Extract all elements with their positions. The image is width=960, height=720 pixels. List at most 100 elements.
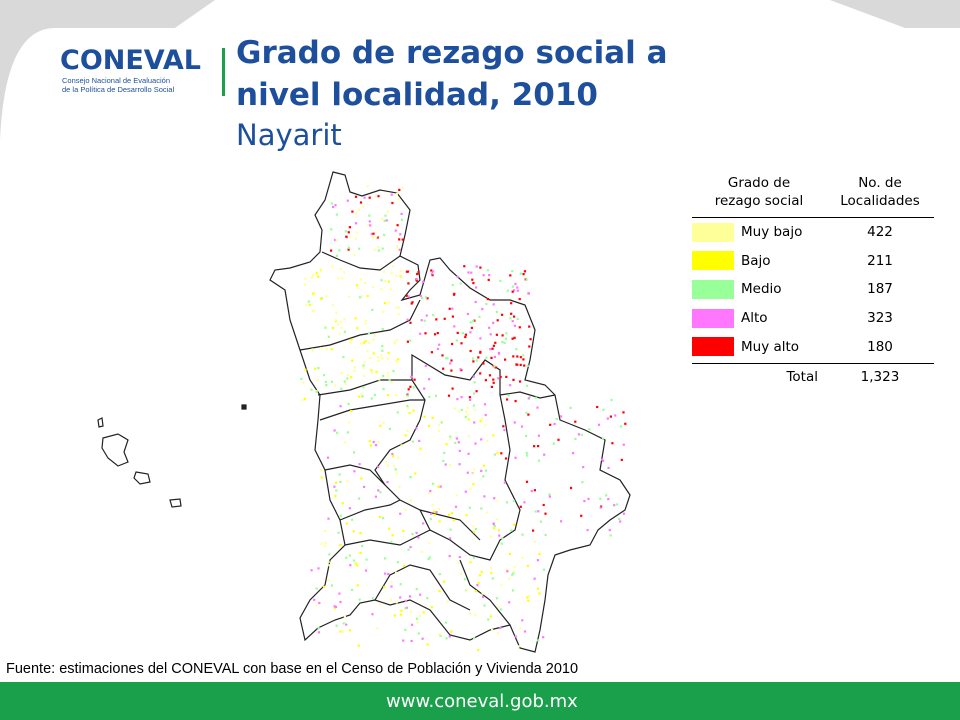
localidad-dot	[423, 387, 426, 390]
localidad-dot	[516, 355, 519, 358]
localidad-dot	[364, 319, 368, 322]
localidad-dot	[484, 413, 487, 417]
localidad-dot	[344, 382, 347, 385]
localidad-dot	[337, 531, 340, 534]
state-outline	[269, 171, 631, 653]
localidad-dot	[533, 489, 536, 492]
localidad-dot	[313, 598, 316, 601]
localidad-dot	[374, 444, 378, 447]
localidad-dot	[501, 313, 504, 316]
localidad-dot	[449, 537, 452, 540]
legend-row: Bajo 211	[692, 247, 934, 276]
localidad-dot	[399, 275, 402, 278]
localidad-dot	[448, 307, 451, 310]
localidad-dot	[336, 431, 339, 434]
localidad-dot	[421, 637, 424, 640]
localidad-dot	[445, 637, 448, 640]
localidad-dot	[497, 606, 500, 609]
localidad-dot	[386, 371, 389, 374]
localidad-dot	[350, 588, 354, 591]
localidad-dot	[467, 434, 470, 437]
localidad-dot	[528, 594, 531, 598]
localidad-dot	[383, 233, 386, 237]
localidad-dot	[398, 248, 401, 251]
localidad-dot	[345, 623, 348, 626]
localidad-dot	[333, 607, 336, 610]
localidad-dot	[472, 282, 475, 285]
localidad-dot	[393, 342, 396, 345]
localidad-dot	[341, 277, 344, 280]
localidad-dot	[431, 416, 434, 419]
localidad-dot	[463, 265, 466, 268]
localidad-dot	[515, 348, 518, 351]
localidad-dot	[430, 272, 433, 275]
localidad-dot	[345, 522, 348, 525]
page-title: Grado de rezago social a nivel localidad…	[236, 32, 736, 116]
localidad-dot	[386, 210, 389, 213]
localidad-dot	[514, 456, 517, 459]
localidad-dot	[488, 274, 491, 277]
localidad-dot	[363, 196, 366, 199]
localidad-dot	[513, 565, 516, 568]
localidad-dot	[399, 596, 402, 599]
localidad-dot	[358, 463, 361, 466]
localidad-dot	[484, 379, 487, 382]
localidad-dot	[358, 296, 362, 299]
localidad-dot	[386, 481, 389, 484]
localidad-dot	[399, 512, 402, 515]
localidad-dot	[482, 475, 485, 478]
legend-col2-header: No. de Localidades	[826, 174, 934, 210]
localidad-dot	[445, 443, 448, 446]
localidad-dot	[407, 295, 410, 298]
localidad-dot	[620, 458, 623, 461]
localidad-dot	[337, 277, 340, 280]
localidad-dot	[453, 325, 456, 328]
localidad-dot	[411, 533, 414, 536]
localidad-dot	[506, 289, 509, 292]
localidad-dot	[324, 326, 327, 329]
localidad-dot	[610, 398, 613, 402]
localidad-dot	[438, 589, 441, 593]
localidad-dot	[417, 271, 420, 274]
localidad-dot	[624, 422, 627, 425]
legend-col1-line2: rezago social	[714, 193, 804, 209]
localidad-dot	[356, 327, 359, 330]
localidad-dot	[394, 393, 398, 397]
localidad-dot	[426, 297, 429, 300]
localidad-dot	[370, 397, 373, 400]
localidad-dot	[510, 312, 513, 315]
localidad-dot	[471, 278, 474, 281]
localidad-dot	[577, 433, 580, 436]
localidad-dot	[387, 394, 390, 397]
legend-value: 422	[867, 224, 893, 241]
localidad-dot	[486, 298, 489, 301]
localidad-dot	[414, 472, 417, 475]
footer-url[interactable]: www.coneval.gob.mx	[386, 691, 578, 712]
localidad-dot	[480, 507, 483, 510]
localidad-dot	[372, 352, 375, 355]
logo-subtitle-2: de la Política de Desarrollo Social	[62, 85, 175, 94]
localidad-dot	[458, 410, 461, 413]
localidad-dot	[390, 585, 393, 588]
localidad-dot	[457, 441, 460, 444]
localidad-dot	[494, 341, 497, 344]
footer-bar: www.coneval.gob.mx	[0, 682, 960, 720]
localidad-dot	[364, 322, 367, 325]
localidad-dot	[442, 367, 445, 370]
localidad-dot	[525, 480, 529, 483]
localidad-dot	[523, 501, 526, 504]
localidad-dot	[479, 420, 482, 423]
localidad-dot	[377, 246, 380, 249]
localidad-dot	[354, 562, 357, 565]
localidad-dot	[442, 580, 446, 583]
localidad-dot	[311, 348, 314, 351]
localidad-dot	[521, 556, 524, 559]
localidad-dot	[311, 310, 314, 313]
localidad-dot	[397, 306, 400, 309]
localidad-dot	[342, 356, 345, 359]
localidad-dot	[368, 220, 371, 223]
localidad-dot	[497, 351, 500, 354]
localidad-dot	[380, 279, 383, 282]
localidad-dot	[422, 611, 425, 614]
legend-value: 211	[867, 252, 893, 269]
